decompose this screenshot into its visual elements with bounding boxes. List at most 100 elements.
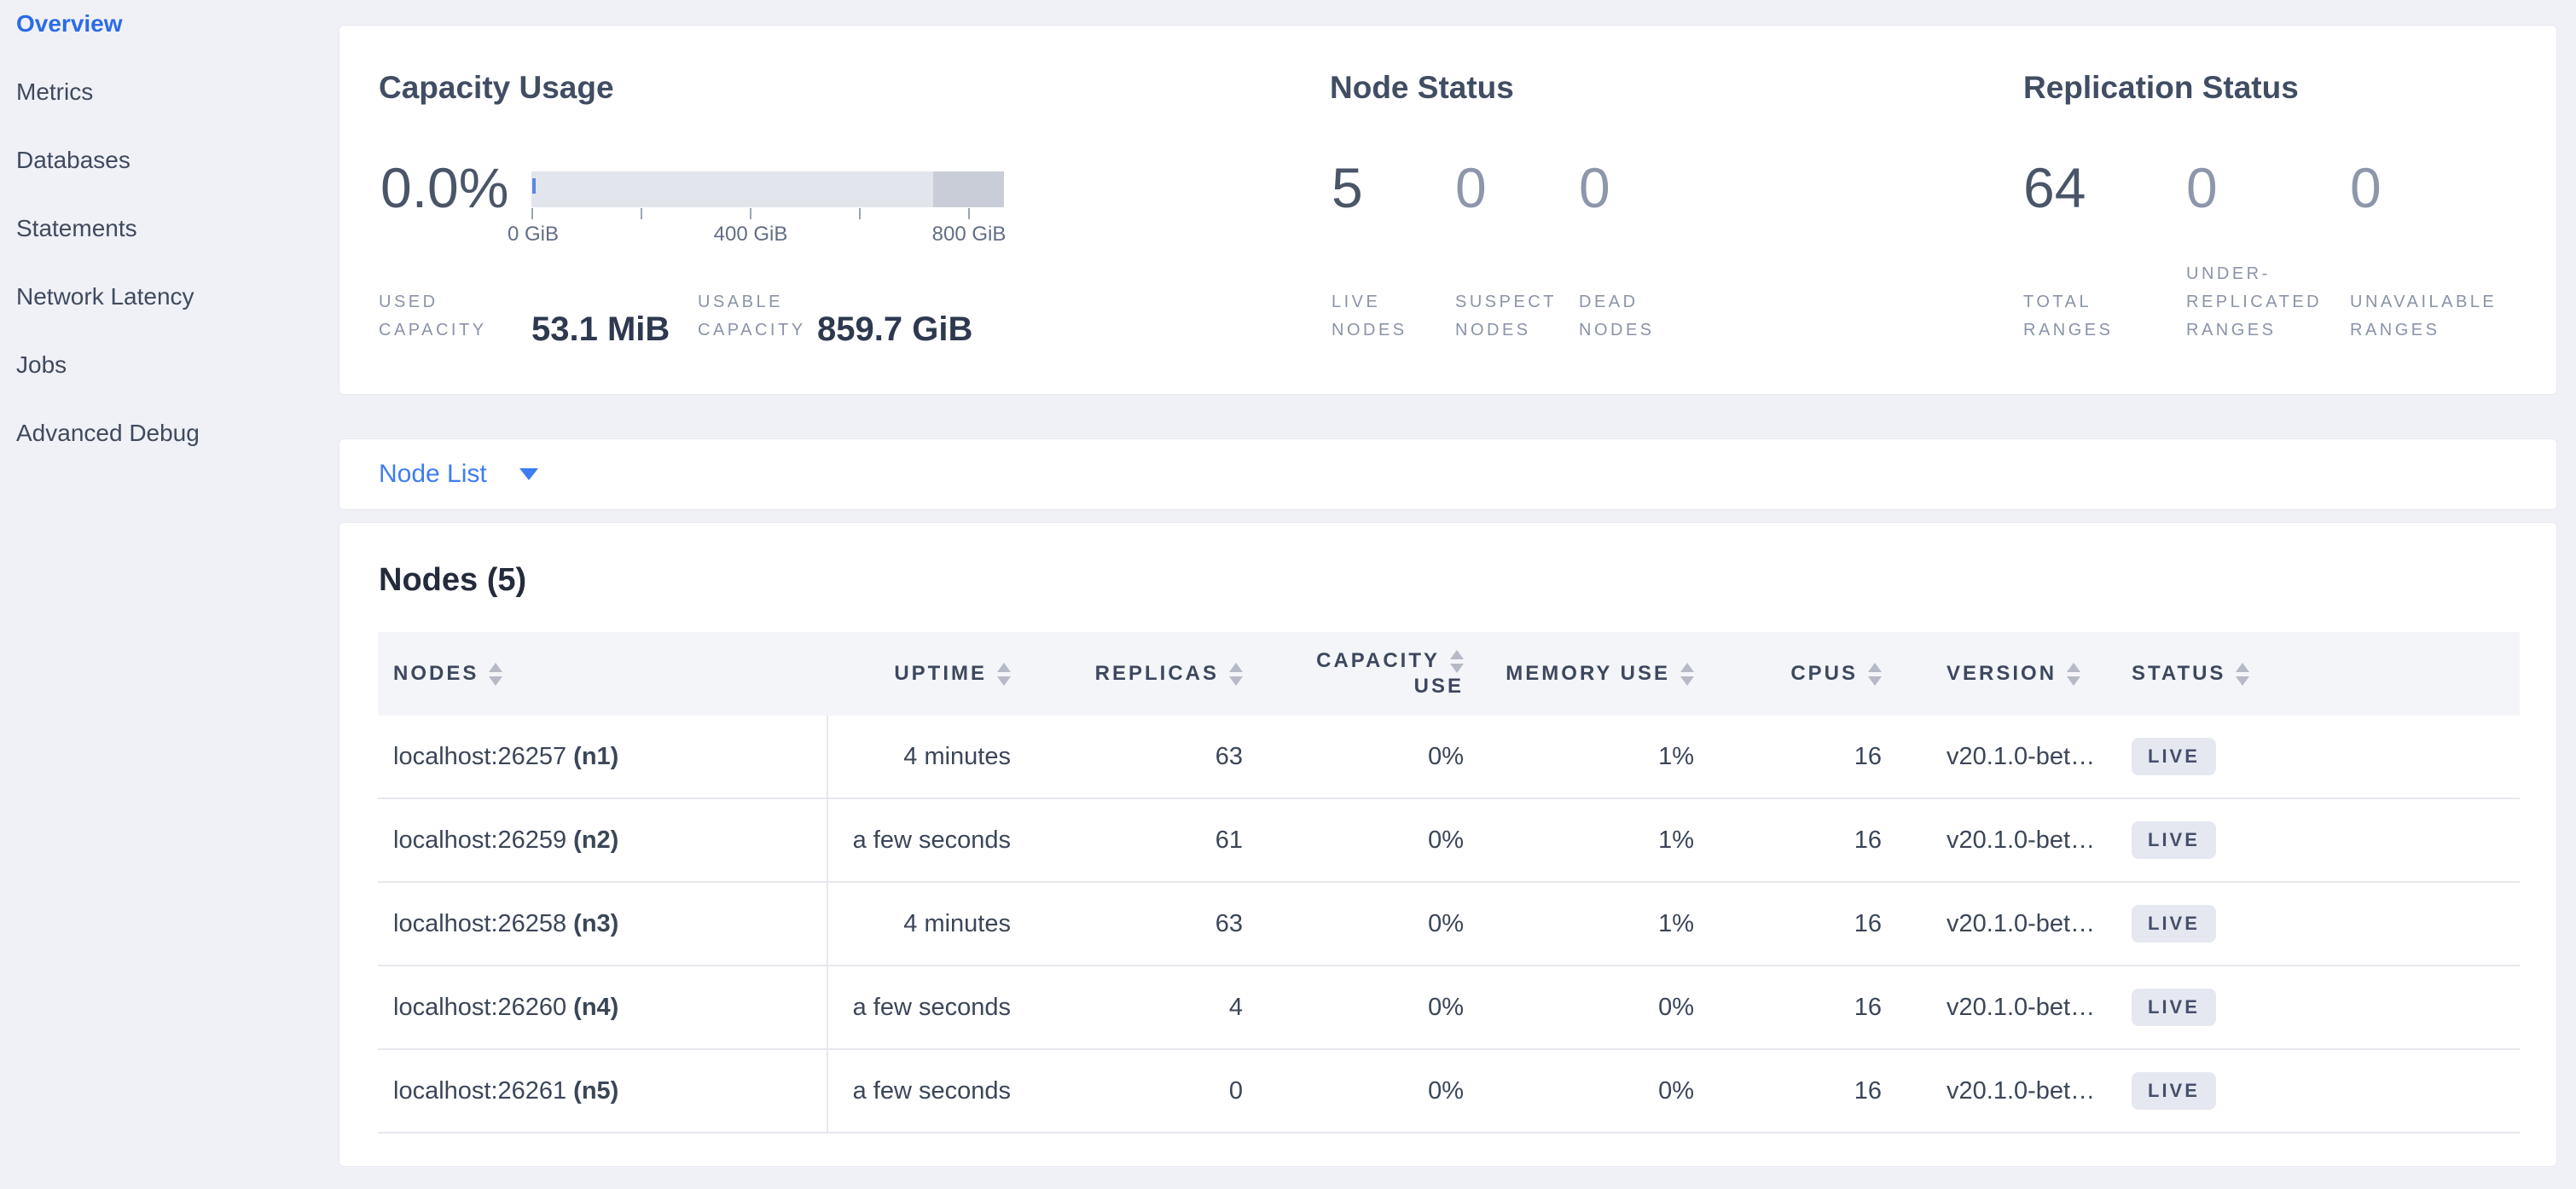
table-row-node-4[interactable]: localhost:26260 (n4) a few seconds 4 0% 0… — [378, 966, 2520, 1050]
total-ranges-count: 64 — [2023, 156, 2086, 219]
replicas-cell: 0 — [1228, 1076, 1243, 1105]
column-header-capacity-label: CAPACITY — [1316, 649, 1440, 672]
capacity-bar-used-marker — [532, 178, 536, 194]
status-cell: LIVE — [2099, 1050, 2520, 1132]
cpus-cell: 16 — [1854, 742, 1882, 770]
replicas-cell: 63 — [1215, 909, 1243, 937]
column-header-cpus-label: CPUS — [1790, 662, 1858, 685]
version-cell: v20.1.0-bet… — [1947, 826, 2096, 854]
live-nodes-count: 5 — [1332, 156, 1363, 219]
sort-icon — [1450, 649, 1464, 673]
total-ranges-label: TOTAL RANGES — [2023, 293, 2114, 339]
unavailable-ranges-label: UNAVAILABLE RANGES — [2350, 293, 2498, 339]
used-capacity-value: 53.1 MiB — [531, 310, 670, 348]
column-header-cpus[interactable]: CPUS — [1711, 662, 1899, 686]
cpus-cell: 16 — [1854, 909, 1882, 937]
used-capacity-label: USED CAPACITY — [379, 293, 487, 339]
capacity-use-cell: 0% — [1428, 993, 1464, 1021]
column-header-uptime[interactable]: UPTIME — [828, 662, 1028, 686]
sidebar-item-metrics[interactable]: Metrics — [16, 78, 94, 105]
nodes-table-header: NODES UPTIME REPLICAS CAPACITY USE MEMOR… — [378, 632, 2520, 716]
column-header-memory-use-label: MEMORY USE — [1506, 662, 1670, 685]
node-address-cell: localhost:26261 (n5) — [378, 1050, 828, 1132]
node-list-dropdown[interactable]: Node List — [339, 439, 2556, 509]
version-cell: v20.1.0-bet… — [1947, 1076, 2096, 1105]
nodes-table: NODES UPTIME REPLICAS CAPACITY USE MEMOR… — [378, 632, 2520, 1134]
sidebar-item-network-latency[interactable]: Network Latency — [16, 283, 194, 310]
node-address-cell: localhost:26257 (n1) — [378, 716, 828, 798]
node-address-cell: localhost:26258 (n3) — [378, 883, 828, 965]
capacity-usage-title: Capacity Usage — [379, 70, 614, 105]
sort-icon — [1229, 662, 1243, 686]
cluster-summary-card: Capacity Usage 0.0% 0 GiB 400 GiB 800 Gi… — [339, 25, 2557, 395]
column-header-status-label: STATUS — [2132, 662, 2226, 685]
status-badge: LIVE — [2132, 738, 2216, 775]
table-row-node-2[interactable]: localhost:26259 (n2) a few seconds 61 0% … — [378, 799, 2520, 883]
nodes-table-card: Nodes (5) NODES UPTIME REPLICAS CAPACITY… — [339, 522, 2557, 1167]
capacity-use-cell: 0% — [1428, 826, 1464, 854]
cpus-cell: 16 — [1854, 993, 1882, 1021]
replicas-cell: 61 — [1215, 826, 1243, 854]
usable-capacity-label: USABLE CAPACITY — [698, 293, 806, 339]
axis-label-800gib: 800 GiB — [931, 223, 1007, 246]
status-cell: LIVE — [2099, 883, 2520, 965]
chevron-down-icon — [519, 468, 538, 480]
capacity-bar-reserved-segment — [932, 171, 1004, 207]
capacity-axis-labels: 0 GiB 400 GiB 800 GiB — [508, 223, 1007, 248]
sort-icon — [1680, 662, 1694, 686]
sort-icon — [489, 662, 503, 686]
uptime-cell: a few seconds — [852, 993, 1011, 1021]
sidebar-item-jobs[interactable]: Jobs — [16, 351, 67, 378]
capacity-axis-ticks — [531, 208, 1004, 220]
table-row-node-5[interactable]: localhost:26261 (n5) a few seconds 0 0% 0… — [378, 1050, 2520, 1134]
sort-icon — [1868, 662, 1882, 686]
column-header-nodes[interactable]: NODES — [378, 662, 828, 686]
replicas-cell: 4 — [1228, 993, 1243, 1021]
capacity-use-cell: 0% — [1428, 742, 1464, 770]
status-badge: LIVE — [2132, 821, 2216, 859]
column-header-replicas[interactable]: REPLICAS — [1028, 662, 1260, 686]
column-header-version[interactable]: VERSION — [1899, 662, 2099, 686]
column-header-status[interactable]: STATUS — [2099, 662, 2520, 686]
under-replicated-ranges-label: UNDER-REPLICATED RANGES — [2186, 264, 2323, 339]
dead-nodes-count: 0 — [1579, 156, 1610, 219]
uptime-cell: a few seconds — [852, 826, 1011, 854]
table-row-node-3[interactable]: localhost:26258 (n3) 4 minutes 63 0% 1% 1… — [378, 883, 2520, 966]
axis-label-400gib: 400 GiB — [713, 223, 788, 246]
version-cell: v20.1.0-bet… — [1947, 909, 2096, 937]
sidebar-item-overview[interactable]: Overview — [16, 10, 123, 37]
sort-icon — [997, 662, 1011, 686]
column-header-version-label: VERSION — [1947, 662, 2057, 685]
capacity-use-cell: 0% — [1428, 909, 1464, 937]
sidebar-item-statements[interactable]: Statements — [16, 215, 137, 241]
status-badge: LIVE — [2132, 1072, 2216, 1110]
under-replicated-ranges-count: 0 — [2186, 156, 2218, 219]
status-cell: LIVE — [2099, 799, 2520, 881]
column-header-uptime-label: UPTIME — [894, 662, 987, 685]
status-badge: LIVE — [2132, 905, 2216, 942]
memory-use-cell: 1% — [1658, 742, 1694, 770]
capacity-usage-percent: 0.0% — [380, 156, 509, 219]
capacity-use-cell: 0% — [1428, 1076, 1464, 1105]
status-badge: LIVE — [2132, 989, 2216, 1026]
memory-use-cell: 1% — [1658, 826, 1694, 854]
sidebar: Overview Metrics Databases Statements Ne… — [0, 0, 339, 1189]
sidebar-item-advanced-debug[interactable]: Advanced Debug — [16, 420, 200, 446]
column-header-memory-use[interactable]: MEMORY USE — [1481, 662, 1711, 686]
usable-capacity-value: 859.7 GiB — [817, 310, 973, 348]
column-header-nodes-label: NODES — [393, 662, 479, 685]
cpus-cell: 16 — [1854, 826, 1882, 854]
version-cell: v20.1.0-bet… — [1947, 742, 2096, 770]
memory-use-cell: 0% — [1658, 1076, 1694, 1105]
column-header-capacity-use[interactable]: CAPACITY USE — [1260, 648, 1481, 699]
axis-label-0gib: 0 GiB — [507, 223, 560, 246]
status-cell: LIVE — [2099, 966, 2520, 1048]
column-header-use-label: USE — [1413, 675, 1464, 698]
cpus-cell: 16 — [1854, 1076, 1882, 1105]
memory-use-cell: 1% — [1658, 909, 1694, 937]
node-status-title: Node Status — [1330, 70, 1514, 105]
sidebar-item-databases[interactable]: Databases — [16, 147, 131, 173]
memory-use-cell: 0% — [1658, 993, 1694, 1021]
node-address-cell: localhost:26259 (n2) — [378, 799, 828, 881]
table-row-node-1[interactable]: localhost:26257 (n1) 4 minutes 63 0% 1% 1… — [378, 716, 2520, 799]
